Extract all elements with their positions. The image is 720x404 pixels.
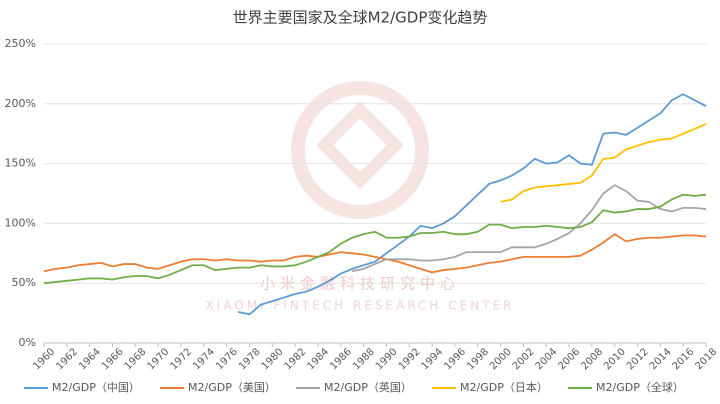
x-tick-label: 1976 [214,346,240,372]
legend-label: M2/GDP（日本） [460,380,548,394]
x-tick-label: 1960 [31,346,57,372]
x-tick-label: 1966 [100,346,126,372]
x-tick-label: 1972 [168,346,194,372]
x-tick-label: 1962 [54,346,80,372]
x-tick-label: 1984 [305,346,331,372]
series-line [237,93,707,316]
legend-label: M2/GDP（美国） [188,381,276,394]
x-tick-label: 1986 [328,346,354,372]
series-line [500,123,707,203]
x-tick-label: 1980 [260,346,286,372]
x-tick-label: 1964 [77,346,103,372]
x-tick-label: 2010 [602,346,628,372]
x-tick-label: 1996 [442,346,468,372]
x-tick-label: 1990 [374,346,400,372]
series-line [43,233,707,274]
x-tick-label: 1994 [420,346,446,372]
y-tick-label: 50% [12,276,36,289]
chart-title: 世界主要国家及全球M2/GDP变化趋势 [233,9,488,27]
x-tick-label: 1992 [397,346,423,372]
x-tick-label: 1988 [351,346,377,372]
legend-label: M2/GDP（中国） [52,381,140,394]
y-tick-label: 100% [5,216,36,229]
legend-label: M2/GDP（全球） [596,380,684,394]
x-tick-label: 2000 [488,346,514,372]
watermark-text: XIAOMI FINTECH RESEARCH CENTER [206,299,515,313]
x-tick-label: 2016 [671,346,697,372]
x-tick-label: 2002 [511,346,537,372]
x-tick-label: 1998 [465,346,491,372]
x-tick-label: 1974 [191,346,217,372]
x-tick-label: 2006 [556,346,582,372]
watermark-logo [291,81,429,219]
x-tick-label: 1970 [146,346,172,372]
x-tick-label: 2018 [693,346,719,372]
y-tick-label: 250% [5,37,36,50]
x-tick-label: 1968 [123,346,149,372]
x-tick-label: 2014 [648,346,674,372]
series-line [43,193,707,285]
x-tick-label: 2012 [625,346,651,372]
y-tick-label: 0% [19,336,36,349]
x-tick-label: 2004 [534,346,560,372]
y-tick-label: 150% [5,157,36,170]
series-line [351,184,707,273]
x-tick-label: 1978 [237,346,263,372]
y-tick-label: 200% [5,97,36,110]
x-tick-label: 1982 [283,346,309,372]
x-tick-label: 2008 [579,346,605,372]
legend-label: M2/GDP（英国） [324,380,412,394]
